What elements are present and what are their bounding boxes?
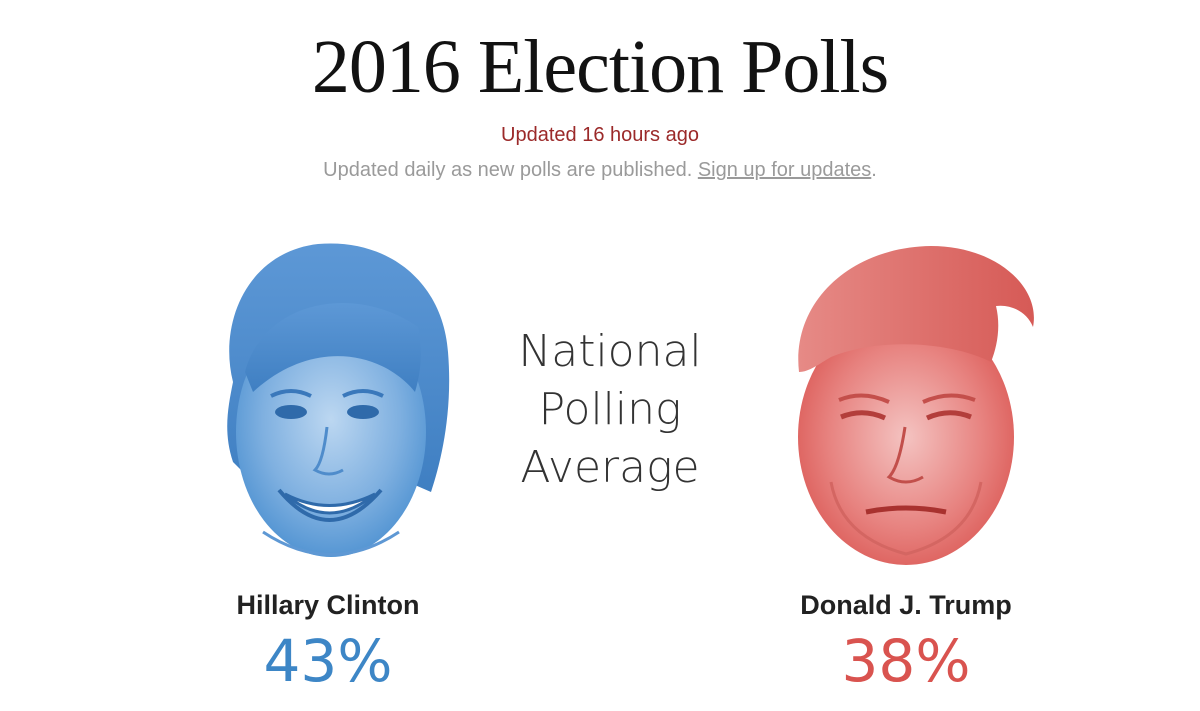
candidate-percent: 43% xyxy=(263,627,393,695)
candidate-percent: 38% xyxy=(841,627,971,695)
candidate-name: Donald J. Trump xyxy=(800,590,1012,620)
update-note-period: . xyxy=(871,159,877,181)
update-note-text: Updated daily as new polls are published… xyxy=(323,159,693,181)
update-note: Updated daily as new polls are published… xyxy=(0,159,1200,182)
candidate-name: Hillary Clinton xyxy=(236,590,420,620)
trump-face-portrait xyxy=(798,246,1034,565)
candidate-clinton: Hillary Clinton 43% xyxy=(168,232,488,693)
national-polling-average-label: National Polling Average xyxy=(490,323,730,497)
label-line: National xyxy=(518,326,702,377)
clinton-face-portrait xyxy=(227,243,450,557)
label-line: Average xyxy=(520,442,700,493)
updated-timestamp: Updated 16 hours ago xyxy=(501,124,699,146)
label-line: Polling xyxy=(538,384,682,435)
candidate-trump: Donald J. Trump 38% xyxy=(746,232,1066,693)
signup-link[interactable]: Sign up for updates xyxy=(697,159,872,181)
page-title: 2016 Election Polls xyxy=(311,25,889,109)
